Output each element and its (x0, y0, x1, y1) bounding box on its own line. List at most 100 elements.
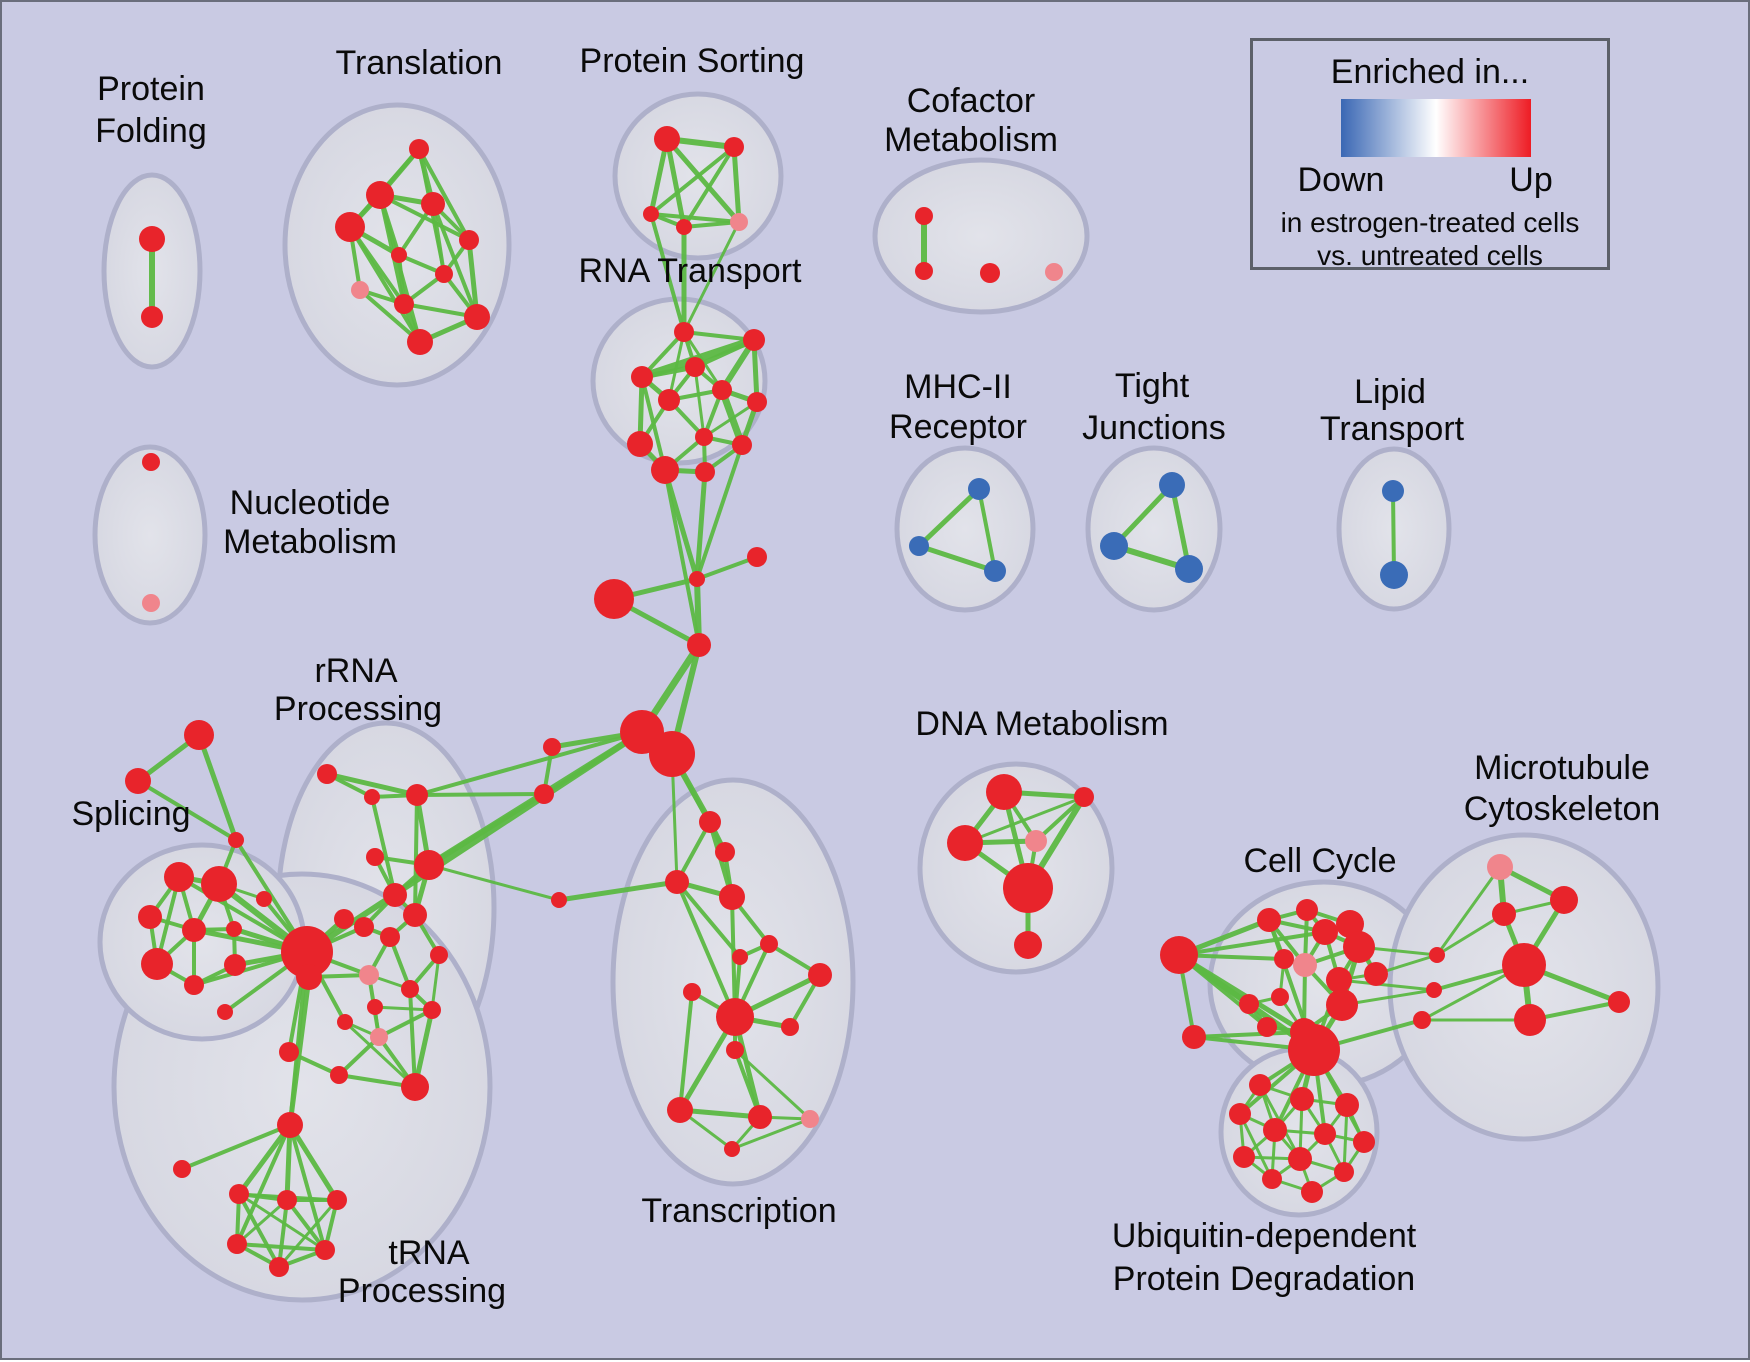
gene-set-node-q16[interactable] (370, 1028, 388, 1046)
gene-set-node-w2[interactable] (229, 1184, 249, 1204)
gene-set-node-e12[interactable] (1257, 1017, 1277, 1037)
gene-set-node-g1[interactable] (296, 964, 322, 990)
gene-set-node-tx1[interactable] (715, 842, 735, 862)
gene-set-node-sp7[interactable] (184, 975, 204, 995)
gene-set-node-e14[interactable] (1288, 1024, 1340, 1076)
gene-set-node-q14[interactable] (423, 1001, 441, 1019)
gene-set-node-v0[interactable] (1429, 947, 1445, 963)
gene-set-node-q4[interactable] (414, 850, 444, 880)
gene-set-node-cf1[interactable] (915, 262, 933, 280)
gene-set-node-ps2[interactable] (643, 206, 659, 222)
gene-set-node-tx11[interactable] (667, 1097, 693, 1123)
gene-set-node-e9[interactable] (1239, 994, 1259, 1014)
gene-set-node-rt2[interactable] (685, 357, 705, 377)
gene-set-node-sp9[interactable] (217, 1004, 233, 1020)
gene-set-node-e2[interactable] (1257, 908, 1281, 932)
gene-set-node-dm2[interactable] (947, 825, 983, 861)
gene-set-node-mh0[interactable] (968, 478, 990, 500)
gene-set-node-tl1[interactable] (366, 181, 394, 209)
gene-set-node-rt6[interactable] (747, 392, 767, 412)
gene-set-node-tx7[interactable] (683, 983, 701, 1001)
gene-set-node-f3[interactable] (1502, 943, 1546, 987)
gene-set-node-b10[interactable] (1334, 1162, 1354, 1182)
gene-set-node-md0[interactable] (689, 571, 705, 587)
gene-set-node-v1[interactable] (1426, 982, 1442, 998)
gene-set-node-w0[interactable] (277, 1112, 303, 1138)
gene-set-node-lt0[interactable] (1382, 480, 1404, 502)
gene-set-node-tl3[interactable] (335, 212, 365, 242)
gene-set-node-q10[interactable] (430, 946, 448, 964)
gene-set-node-q19[interactable] (401, 1073, 429, 1101)
gene-set-node-b6[interactable] (1353, 1131, 1375, 1153)
gene-set-node-b11[interactable] (1301, 1181, 1323, 1203)
gene-set-node-q2[interactable] (406, 784, 428, 806)
gene-set-node-e5[interactable] (1336, 910, 1364, 938)
gene-set-node-lt1[interactable] (1380, 561, 1408, 589)
gene-set-node-md4[interactable] (543, 738, 561, 756)
gene-set-node-tl2[interactable] (421, 192, 445, 216)
gene-set-node-tl7[interactable] (351, 281, 369, 299)
gene-set-node-sp2[interactable] (138, 905, 162, 929)
gene-set-node-f2[interactable] (1492, 902, 1516, 926)
gene-set-node-tx2[interactable] (665, 870, 689, 894)
gene-set-node-tl6[interactable] (435, 265, 453, 283)
gene-set-node-rt10[interactable] (651, 456, 679, 484)
gene-set-node-w6[interactable] (315, 1240, 335, 1260)
gene-set-node-f1[interactable] (1550, 886, 1578, 914)
gene-set-node-q7[interactable] (354, 917, 374, 937)
gene-set-node-dm5[interactable] (1014, 931, 1042, 959)
gene-set-node-sp5[interactable] (256, 891, 272, 907)
gene-set-node-rt5[interactable] (712, 380, 732, 400)
gene-set-node-q9[interactable] (380, 927, 400, 947)
gene-set-node-pf1[interactable] (139, 226, 165, 252)
gene-set-node-mh2[interactable] (984, 560, 1006, 582)
gene-set-node-f4[interactable] (1514, 1004, 1546, 1036)
gene-set-node-un2[interactable] (228, 832, 244, 848)
gene-set-node-md1[interactable] (747, 547, 767, 567)
gene-set-node-w3[interactable] (277, 1190, 297, 1210)
gene-set-node-tl8[interactable] (394, 294, 414, 314)
gene-set-node-b4[interactable] (1263, 1118, 1287, 1142)
gene-set-node-rt3[interactable] (631, 366, 653, 388)
gene-set-node-q3[interactable] (366, 848, 384, 866)
gene-set-node-q17[interactable] (279, 1042, 299, 1062)
gene-set-node-w4[interactable] (327, 1190, 347, 1210)
gene-set-node-tj2[interactable] (1175, 555, 1203, 583)
gene-set-node-q5[interactable] (383, 883, 407, 907)
gene-set-node-nm1[interactable] (142, 594, 160, 612)
gene-set-node-tx10[interactable] (726, 1041, 744, 1059)
gene-set-node-ps1[interactable] (724, 137, 744, 157)
gene-set-node-un1[interactable] (125, 768, 151, 794)
gene-set-node-q13[interactable] (367, 999, 383, 1015)
gene-set-node-rt7[interactable] (695, 428, 713, 446)
gene-set-node-b2[interactable] (1335, 1093, 1359, 1117)
gene-set-node-hb1[interactable] (649, 731, 695, 777)
gene-set-node-f5[interactable] (1608, 991, 1630, 1013)
gene-set-node-q12[interactable] (401, 980, 419, 998)
gene-set-node-e6[interactable] (1274, 949, 1294, 969)
gene-set-node-w1[interactable] (173, 1160, 191, 1178)
gene-set-node-nm0[interactable] (142, 453, 160, 471)
gene-set-node-b8[interactable] (1288, 1147, 1312, 1171)
gene-set-node-b5[interactable] (1314, 1123, 1336, 1145)
gene-set-node-mh1[interactable] (909, 536, 929, 556)
gene-set-node-b7[interactable] (1233, 1146, 1255, 1168)
gene-set-node-q15[interactable] (337, 1014, 353, 1030)
gene-set-node-b0[interactable] (1249, 1074, 1271, 1096)
gene-set-node-tl10[interactable] (407, 329, 433, 355)
gene-set-node-ps3[interactable] (676, 219, 692, 235)
gene-set-node-g0[interactable] (281, 926, 333, 978)
gene-set-node-un0[interactable] (184, 720, 214, 750)
gene-set-node-rt9[interactable] (627, 431, 653, 457)
gene-set-node-rt0[interactable] (674, 322, 694, 342)
gene-set-node-md5[interactable] (534, 784, 554, 804)
gene-set-node-w7[interactable] (269, 1257, 289, 1277)
gene-set-node-tl4[interactable] (459, 230, 479, 250)
gene-set-node-tl5[interactable] (391, 247, 407, 263)
gene-set-node-e16[interactable] (1326, 967, 1352, 993)
gene-set-node-q8[interactable] (403, 903, 427, 927)
gene-set-node-ps0[interactable] (654, 126, 680, 152)
gene-set-node-cf3[interactable] (1045, 263, 1063, 281)
gene-set-node-e8[interactable] (1343, 931, 1375, 963)
gene-set-node-e4[interactable] (1312, 919, 1338, 945)
